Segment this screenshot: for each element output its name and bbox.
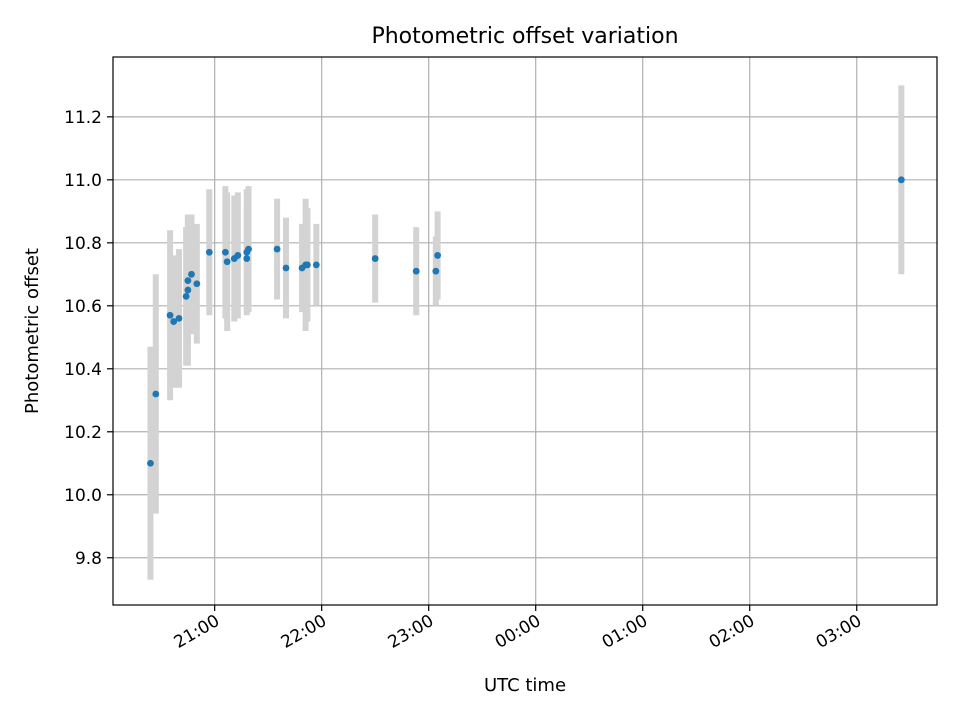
data-point <box>175 315 183 322</box>
y-tick-label: 10.8 <box>64 234 102 254</box>
chart-title: Photometric offset variation <box>371 24 678 49</box>
data-point <box>282 264 290 272</box>
data-point <box>184 286 192 294</box>
y-tick-label: 10.6 <box>64 297 102 317</box>
data-point <box>234 252 242 259</box>
x-axis-label: UTC time <box>484 675 566 696</box>
data-point <box>273 245 281 253</box>
data-point <box>432 267 440 275</box>
data-point <box>166 311 174 319</box>
y-tick-label: 11.2 <box>64 108 102 128</box>
data-point <box>223 258 231 266</box>
grid <box>113 57 937 605</box>
data-point <box>312 261 320 269</box>
data-point <box>170 318 178 325</box>
data-points <box>147 176 905 467</box>
plot-frame <box>112 56 938 606</box>
y-axis-label: Photometric offset <box>22 248 43 414</box>
data-point <box>188 270 195 278</box>
plot-area <box>113 57 937 605</box>
data-point <box>152 390 160 398</box>
y-tick-label: 9.8 <box>75 549 102 569</box>
data-point <box>182 292 190 300</box>
data-point <box>205 248 213 256</box>
data-point <box>193 280 201 288</box>
data-point <box>412 267 420 275</box>
data-point <box>243 255 251 262</box>
data-point <box>184 277 192 285</box>
y-tick-label: 10.2 <box>64 423 102 443</box>
data-point <box>371 255 379 262</box>
data-point <box>897 176 905 184</box>
data-point <box>434 252 442 259</box>
data-point <box>147 459 154 467</box>
data-point <box>304 261 311 269</box>
y-tick-label: 10.4 <box>64 360 102 380</box>
y-tick-label: 10.0 <box>64 486 102 506</box>
data-point <box>245 245 252 253</box>
y-tick-label: 11.0 <box>64 171 102 191</box>
data-point <box>221 248 229 256</box>
